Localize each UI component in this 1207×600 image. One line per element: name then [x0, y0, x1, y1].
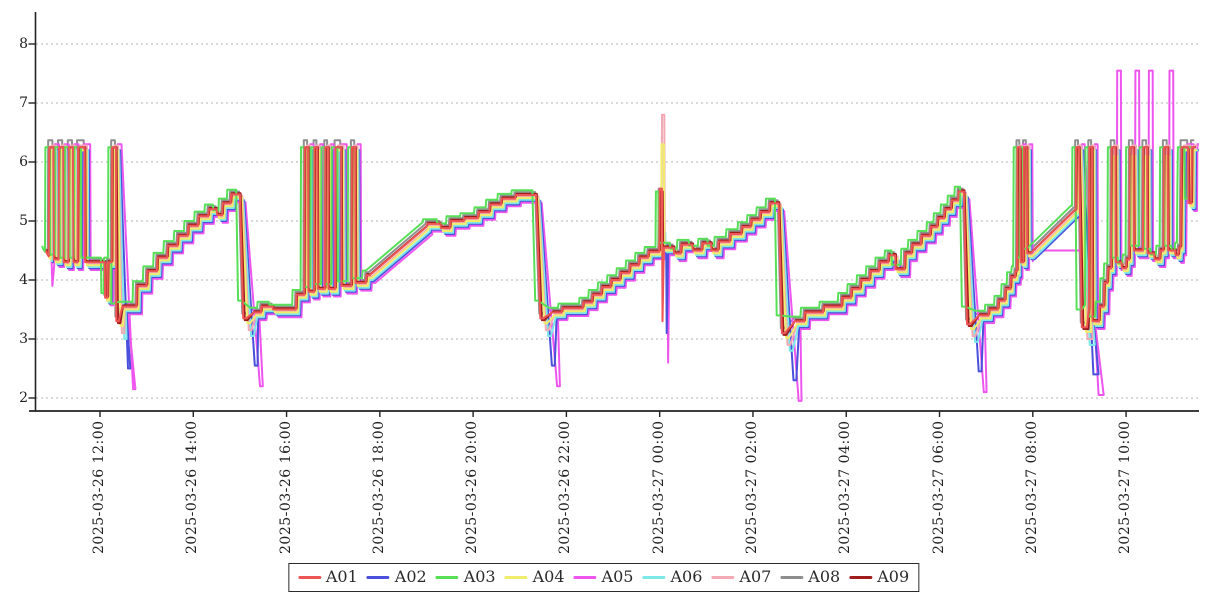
y-tick-label-7: 7: [19, 95, 28, 111]
legend-item-A06: A06: [642, 567, 702, 587]
y-tick-label-8: 8: [19, 36, 28, 52]
y-tick-label-6: 6: [19, 154, 28, 170]
y-tick-label-4: 4: [19, 272, 28, 288]
legend-item-A04: A04: [504, 567, 565, 587]
x-tick-label: 2025-03-26 18:00: [370, 420, 387, 554]
series-line-A01: [44, 146, 1196, 335]
x-tick-label: 2025-03-27 02:00: [743, 420, 760, 554]
legend-swatch-A04: [504, 575, 528, 579]
x-tick-label: 2025-03-27 10:00: [1117, 420, 1134, 554]
legend-swatch-A03: [435, 575, 459, 579]
y-tick-label-5: 5: [19, 213, 28, 229]
legend-label-A07: A07: [739, 567, 772, 586]
legend-swatch-A06: [642, 575, 666, 579]
legend-label-A09: A09: [877, 567, 910, 586]
x-tick-label: 2025-03-27 00:00: [650, 420, 667, 554]
series-line-A03: [41, 146, 1192, 318]
legend-label-A02: A02: [394, 567, 427, 586]
legend-item-A09: A09: [849, 567, 909, 587]
legend-swatch-A09: [849, 575, 873, 579]
legend-swatch-A08: [780, 575, 804, 579]
x-tick-label: 2025-03-27 04:00: [837, 420, 854, 554]
chart-legend: A01 A02 A03 A04 A05 A06 A07 A08 A09: [287, 563, 920, 592]
legend-label-A06: A06: [670, 567, 703, 586]
legend-item-A05: A05: [573, 567, 634, 587]
legend-label-A05: A05: [601, 567, 634, 586]
y-tick-label-3: 3: [19, 331, 28, 347]
legend-item-A03: A03: [435, 567, 496, 587]
x-tick-label: 2025-03-27 06:00: [930, 420, 947, 554]
series-line-A08: [44, 139, 1195, 330]
x-tick-label: 2025-03-26 16:00: [277, 420, 294, 554]
legend-item-A01: A01: [297, 567, 358, 587]
legend-swatch-A05: [573, 575, 597, 579]
legend-swatch-A07: [711, 575, 735, 579]
legend-label-A08: A08: [808, 567, 841, 586]
legend-label-A04: A04: [532, 567, 565, 586]
x-tick-label: 2025-03-26 22:00: [557, 420, 574, 554]
legend-item-A07: A07: [711, 567, 771, 587]
x-tick-label: 2025-03-26 14:00: [184, 420, 201, 554]
legend-item-A08: A08: [780, 567, 840, 587]
legend-swatch-A01: [297, 575, 321, 579]
y-tick-label-2: 2: [19, 390, 28, 406]
legend-label-A03: A03: [463, 567, 496, 586]
x-tick-label: 2025-03-27 08:00: [1023, 420, 1040, 554]
x-tick-label: 2025-03-26 20:00: [464, 420, 481, 554]
x-tick-label: 2025-03-26 12:00: [91, 420, 107, 554]
legend-swatch-A02: [366, 575, 390, 579]
legend-item-A02: A02: [366, 567, 427, 587]
legend-label-A01: A01: [325, 567, 358, 586]
